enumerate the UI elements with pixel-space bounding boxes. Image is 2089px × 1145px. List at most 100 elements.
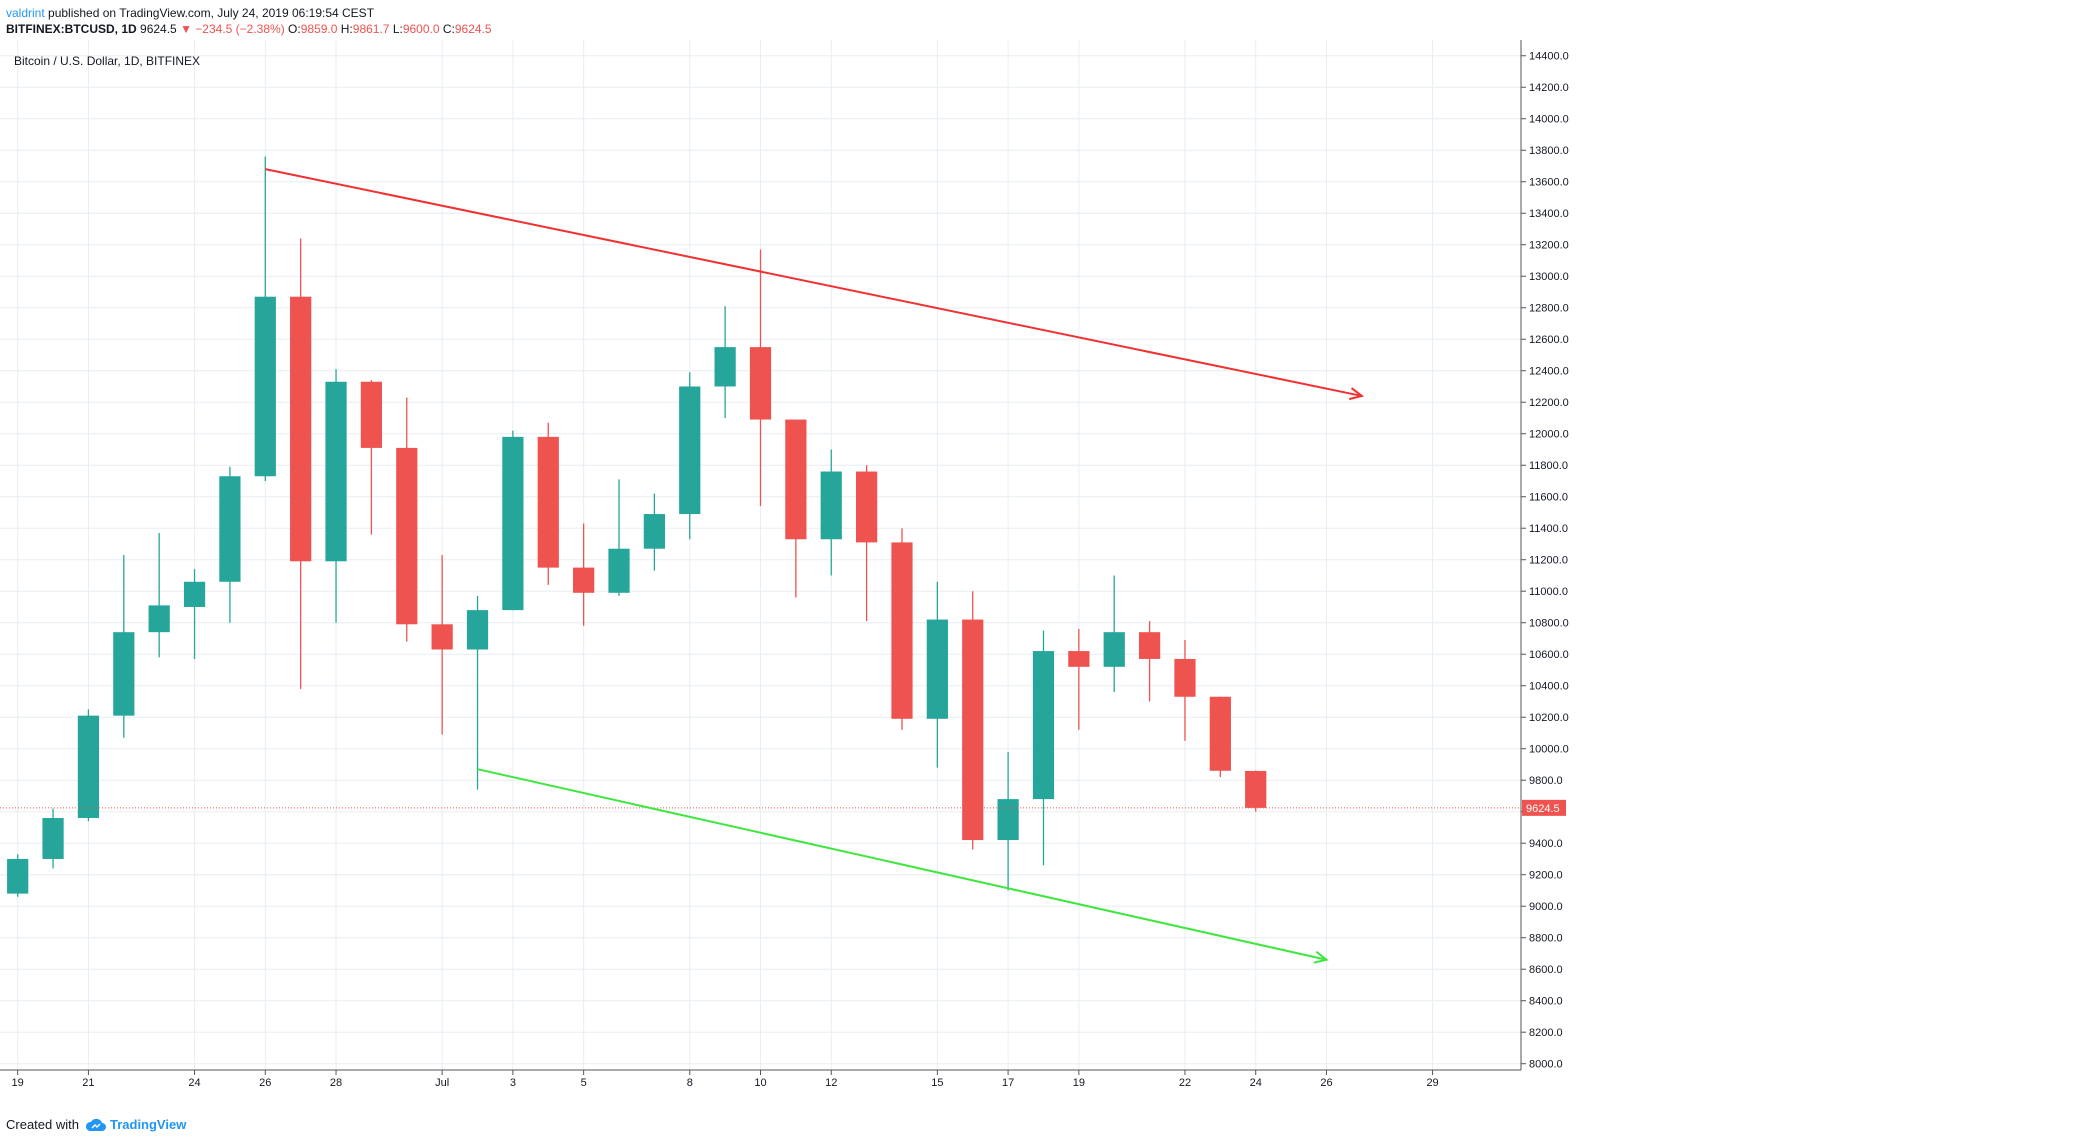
- y-tick-label: 9200.0: [1529, 870, 1563, 882]
- y-tick-label: 10600.0: [1529, 649, 1569, 661]
- x-tick-label: 3: [510, 1077, 516, 1089]
- candle-down: [1174, 658, 1196, 697]
- x-tick-label: 15: [931, 1077, 943, 1089]
- price-chart[interactable]: 8000.0 8200.0 8400.0 8600.0 8800.0 9000.0 9200…: [0, 40, 2089, 1110]
- y-tick-label: 14400.0: [1529, 51, 1569, 63]
- support-arrowhead: [1313, 950, 1329, 964]
- candle-down: [856, 471, 878, 543]
- high-value: 9861.7: [352, 22, 390, 36]
- x-tick-label: 22: [1179, 1077, 1191, 1089]
- y-tick-label: 14000.0: [1529, 114, 1569, 126]
- candle-up: [466, 610, 489, 650]
- publish-info: valdrint published on TradingView.com, J…: [6, 6, 374, 26]
- trendlines-layer: [0, 168, 1521, 964]
- y-tick-label: 12600.0: [1529, 334, 1569, 346]
- ohlc-bar: BITFINEX:BTCUSD, 1D 9624.5 ▼ −234.5 (−2.…: [6, 22, 492, 36]
- last-price-badge: [1522, 799, 1566, 816]
- tradingview-brand[interactable]: TradingView: [85, 1117, 186, 1132]
- y-tick-label: 8600.0: [1529, 964, 1563, 976]
- candle-up: [219, 476, 241, 582]
- y-tick-label: 11800.0: [1529, 460, 1568, 472]
- candle-down: [396, 447, 418, 625]
- publisher-link[interactable]: valdrint: [6, 6, 45, 20]
- y-tick-label: 8400.0: [1529, 996, 1563, 1008]
- candle-up: [77, 715, 100, 819]
- x-tick-label: 21: [82, 1077, 94, 1089]
- y-tick-label: 10800.0: [1529, 618, 1569, 630]
- candle-up: [148, 605, 170, 633]
- y-tick-label: 11000.0: [1529, 586, 1568, 598]
- x-tick-label: 8: [687, 1077, 693, 1089]
- last-price: 9624.5: [140, 22, 177, 36]
- x-tick-label: 5: [581, 1077, 587, 1089]
- footer: Created with TradingView: [6, 1117, 186, 1132]
- candle-up: [608, 548, 630, 593]
- x-tick-label: 12: [825, 1077, 837, 1089]
- candle-down: [891, 542, 913, 719]
- change-value: −234.5 (−2.38%): [195, 22, 285, 36]
- x-tick-label: 26: [1320, 1077, 1332, 1089]
- tradingview-cloud-icon: [85, 1118, 106, 1131]
- x-tick-label: 29: [1426, 1077, 1438, 1089]
- candle-down: [1209, 696, 1231, 771]
- open-label: O:: [288, 22, 301, 36]
- candle-up: [714, 347, 736, 387]
- low-label: L:: [392, 22, 403, 36]
- support-trendline: [477, 768, 1327, 961]
- y-tick-label: 9000.0: [1529, 901, 1563, 913]
- x-tick-label: 10: [754, 1077, 766, 1089]
- y-tick-label: 12800.0: [1529, 303, 1569, 315]
- candle-up: [679, 386, 701, 515]
- candle-up: [1103, 632, 1125, 667]
- y-tick-label: 13400.0: [1529, 208, 1569, 220]
- x-tick-label: Jul: [435, 1077, 449, 1089]
- y-tick-label: 11200.0: [1529, 555, 1568, 567]
- candle-up: [113, 632, 135, 716]
- candle-up: [1032, 651, 1055, 800]
- x-tick-label: 26: [259, 1077, 271, 1089]
- y-tick-label: 11600.0: [1529, 492, 1568, 504]
- candle-down: [749, 347, 772, 420]
- resistance-arrowhead: [1348, 387, 1365, 401]
- y-tick-label: 12000.0: [1529, 429, 1569, 441]
- x-tick-label: 19: [12, 1077, 24, 1089]
- candle-up: [820, 471, 842, 540]
- y-tick-label: 13600.0: [1529, 177, 1569, 189]
- symbol-label[interactable]: BITFINEX:BTCUSD, 1D: [6, 22, 137, 36]
- x-tick-label: 28: [330, 1077, 342, 1089]
- y-tick-label: 13000.0: [1529, 271, 1569, 283]
- candle-up: [926, 619, 948, 719]
- close-value: 9624.5: [454, 22, 492, 36]
- x-tick-label: 17: [1002, 1077, 1014, 1089]
- candle-up: [7, 858, 29, 894]
- candle-up: [254, 296, 276, 477]
- tradingview-label: TradingView: [109, 1117, 187, 1132]
- y-tick-label: 8200.0: [1529, 1027, 1563, 1039]
- axes-layer: 8000.0 8200.0 8400.0 8600.0 8800.0 9000.0 9200…: [0, 40, 1569, 1089]
- close-label: C:: [442, 22, 455, 36]
- candle-down: [1138, 632, 1161, 659]
- y-tick-label: 12400.0: [1529, 366, 1569, 378]
- resistance-trendline: [265, 168, 1363, 397]
- chart-title: Bitcoin / U.S. Dollar, 1D, BITFINEX: [14, 54, 200, 68]
- y-tick-label: 14200.0: [1529, 82, 1569, 94]
- y-tick-label: 11400.0: [1529, 523, 1568, 535]
- candle-up: [325, 381, 347, 562]
- change-down-icon: ▼: [180, 22, 192, 36]
- candle-up: [997, 799, 1019, 841]
- candle-down: [785, 419, 807, 540]
- candles-layer: [7, 156, 1267, 897]
- y-tick-label: 10400.0: [1529, 681, 1569, 693]
- y-tick-label: 9400.0: [1529, 838, 1563, 850]
- candle-up: [502, 436, 524, 611]
- candle-up: [42, 818, 64, 859]
- y-tick-label: 10000.0: [1529, 744, 1569, 756]
- candle-down: [962, 619, 984, 841]
- x-tick-label: 24: [188, 1077, 200, 1089]
- x-tick-label: 19: [1073, 1077, 1085, 1089]
- candle-down: [290, 296, 312, 562]
- candle-down: [1068, 651, 1090, 667]
- x-tick-label: 24: [1250, 1077, 1262, 1089]
- candle-down: [431, 624, 453, 650]
- open-value: 9859.0: [300, 22, 338, 36]
